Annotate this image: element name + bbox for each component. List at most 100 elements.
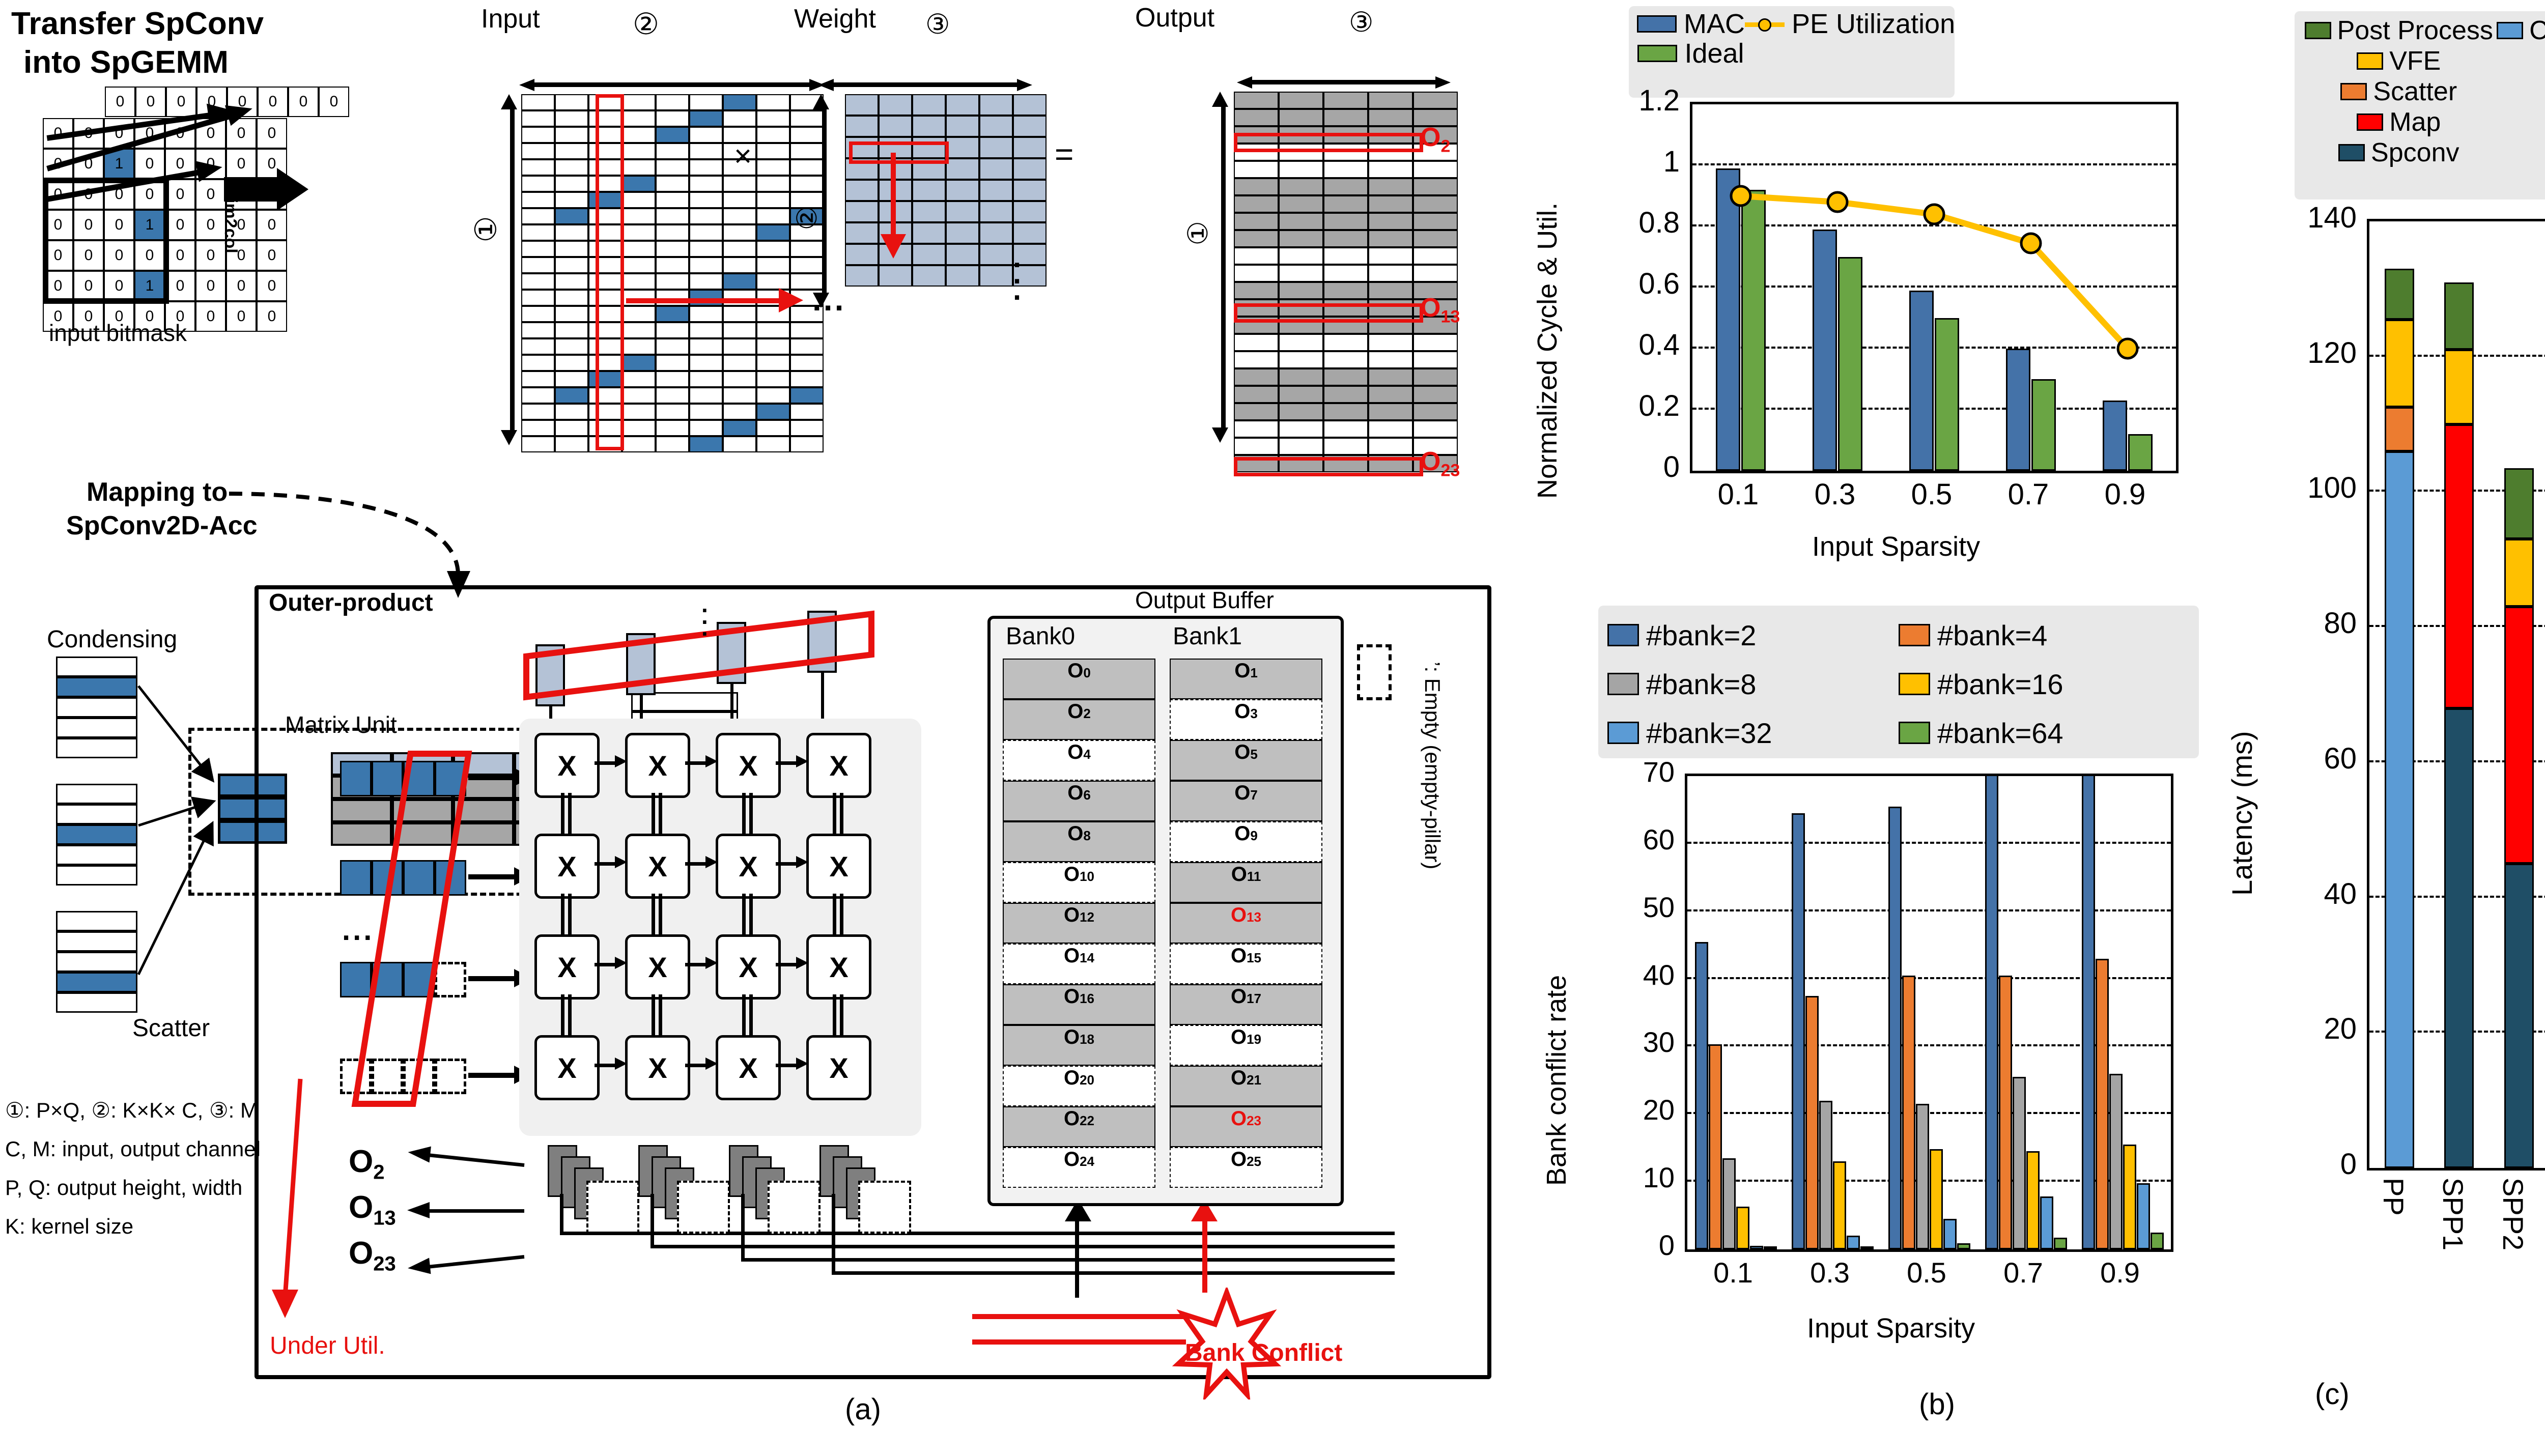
x-axis-tick: 0.7 bbox=[2003, 1257, 2043, 1289]
input-matrix-cell bbox=[521, 208, 555, 224]
pillar-cell bbox=[56, 845, 137, 865]
input-matrix-cell bbox=[756, 322, 790, 338]
input-feed-cell bbox=[340, 1059, 372, 1094]
weight-matrix-cell bbox=[979, 137, 1013, 158]
input-matrix-cell bbox=[521, 322, 555, 338]
pe-h-link bbox=[776, 963, 801, 966]
input-matrix-cell bbox=[689, 420, 723, 436]
output-matrix-cell bbox=[1234, 161, 1279, 178]
input-matrix-cell bbox=[555, 159, 588, 176]
input-matrix-cell bbox=[656, 224, 689, 241]
output-matrix-cell bbox=[1413, 195, 1458, 213]
input-matrix-cell bbox=[521, 306, 555, 322]
writeback-line bbox=[832, 1271, 1395, 1275]
pe-h-link bbox=[595, 761, 620, 765]
output-matrix-cell bbox=[1234, 109, 1279, 126]
x-axis-tick: 0.5 bbox=[1911, 478, 1953, 511]
bank32-swatch bbox=[1607, 722, 1639, 744]
output-matrix-cell bbox=[1323, 351, 1368, 368]
x-axis-tick: 0.7 bbox=[2007, 478, 2049, 511]
output-matrix-cell bbox=[1368, 265, 1413, 282]
bitmask-cell: 0 bbox=[165, 210, 195, 240]
legend-label-pe-util: PE Utilization bbox=[1792, 9, 1956, 39]
output-matrix-cell bbox=[1279, 230, 1323, 247]
legend-item-bank2: #bank=2 bbox=[1607, 611, 1899, 660]
weight-matrix-cell bbox=[1013, 94, 1047, 116]
output-buffer-bank-cell: O 19 bbox=[1170, 1025, 1322, 1066]
bitmask-cell: 0 bbox=[134, 240, 165, 271]
y-axis-tick: 0 bbox=[1663, 450, 1680, 483]
y-axis-tick: 70 bbox=[1643, 756, 1675, 788]
legend-item-post-process: Post Process bbox=[2304, 15, 2493, 46]
vfe-swatch bbox=[2357, 52, 2384, 70]
input-matrix-cell bbox=[521, 371, 555, 387]
bar bbox=[1985, 776, 1998, 1249]
weight-feed-line bbox=[730, 684, 733, 729]
weight-matrix-cell bbox=[1013, 222, 1047, 244]
output-buffer-bank-cell: O 12 bbox=[1003, 903, 1155, 944]
notation-line-1: C, M: input, output channel bbox=[5, 1137, 261, 1161]
output-matrix-cell bbox=[1413, 178, 1458, 195]
input-matrix-cell bbox=[622, 273, 656, 290]
bitmask-strip-cell: 0 bbox=[166, 87, 196, 117]
mapping-label-line2: SpConv2D-Acc bbox=[66, 511, 258, 540]
output-buffer-bank-cell: O 21 bbox=[1170, 1066, 1322, 1106]
output-matrix-cell bbox=[1413, 420, 1458, 438]
condensed-cell bbox=[218, 820, 287, 844]
bar bbox=[1902, 975, 1915, 1249]
output-matrix-cell bbox=[1323, 334, 1368, 351]
output-buffer-label: Output Buffer bbox=[1135, 587, 1274, 613]
bar bbox=[1935, 318, 1959, 471]
y-axis-tick: 0.6 bbox=[1638, 267, 1680, 300]
weight-matrix-cell bbox=[946, 244, 979, 265]
legend-label-bank2: #bank=2 bbox=[1646, 619, 1757, 651]
x-axis-tick: 0.5 bbox=[1907, 1257, 1946, 1289]
bitmask-cell: 0 bbox=[195, 301, 226, 332]
bitmask-cell: 0 bbox=[104, 240, 134, 271]
output-matrix-cell bbox=[1234, 351, 1279, 368]
condensed-cell bbox=[218, 797, 287, 820]
input-matrix-cell bbox=[521, 355, 555, 371]
output-matrix-cell bbox=[1234, 403, 1279, 420]
weight-circ3-label: ③ bbox=[925, 9, 950, 40]
weight-matrix-cell bbox=[979, 201, 1013, 222]
input-matrix-cell bbox=[756, 420, 790, 436]
output-matrix-cell bbox=[1234, 334, 1279, 351]
weight-matrix-cell bbox=[912, 94, 946, 116]
input-matrix-cell bbox=[656, 355, 689, 371]
input-matrix-cell bbox=[689, 110, 723, 127]
weight-matrix-cell bbox=[845, 244, 879, 265]
weight-matrix-cell bbox=[845, 222, 879, 244]
input-matrix-cell bbox=[622, 110, 656, 127]
bitmask-cell: 0 bbox=[257, 240, 287, 271]
input-matrix-cell bbox=[622, 224, 656, 241]
weight-chip bbox=[626, 633, 656, 695]
chart-c-legend: Post Process VFE Scatter Map Spconv Conv… bbox=[2295, 11, 2545, 199]
weight-matrix-cell bbox=[979, 94, 1013, 116]
pe-h-link bbox=[595, 862, 620, 866]
input-matrix-cell bbox=[723, 290, 756, 306]
bar bbox=[1909, 291, 1934, 471]
bar bbox=[1694, 941, 1708, 1249]
output-matrix-cell bbox=[1413, 351, 1458, 368]
input-matrix-cell bbox=[689, 159, 723, 176]
weight-matrix-cell bbox=[845, 116, 879, 137]
pe-multiplier: X bbox=[806, 733, 871, 798]
input-feed-cell bbox=[435, 860, 466, 896]
input-matrix-cell bbox=[521, 241, 555, 257]
bar bbox=[2053, 1238, 2067, 1249]
legend-item-pe-util: PE Utilization bbox=[1745, 9, 1955, 39]
chart-b-top-plot bbox=[1690, 102, 2179, 473]
input-matrix-cell bbox=[689, 257, 723, 273]
input-matrix-cell bbox=[689, 192, 723, 208]
input-feed-cell bbox=[372, 1059, 403, 1094]
input-matrix-cell bbox=[689, 436, 723, 452]
output-matrix-cell bbox=[1323, 368, 1368, 386]
input-matrix-cell bbox=[622, 290, 656, 306]
input-matrix-cell bbox=[689, 290, 723, 306]
output-matrix-cell bbox=[1279, 178, 1323, 195]
legend-label-scatter: Scatter bbox=[2373, 77, 2457, 106]
pillar-cell bbox=[56, 992, 137, 1013]
